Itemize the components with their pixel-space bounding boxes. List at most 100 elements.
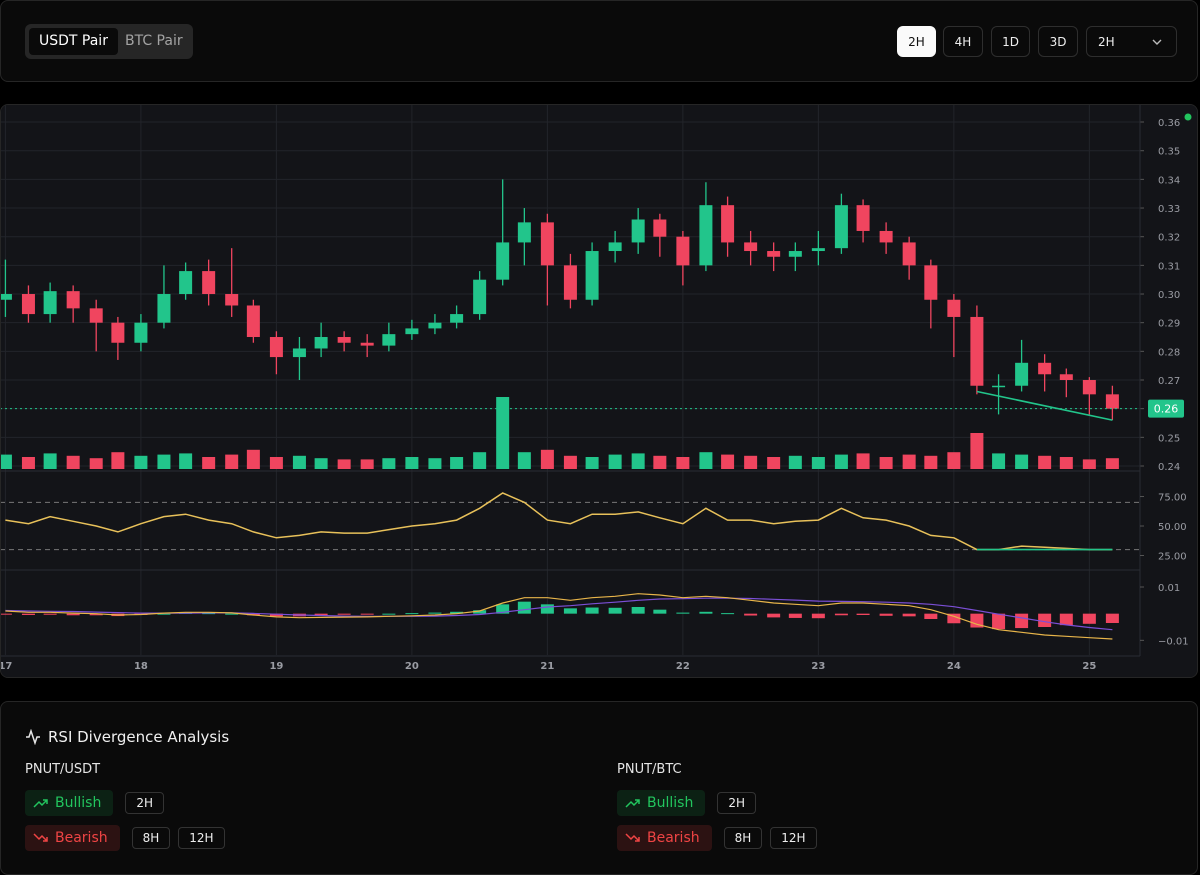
pair-tabs: USDT Pair BTC Pair [25,24,193,59]
candle-body [1082,380,1096,395]
plot-background [1,105,1197,677]
x-tick-label: 25 [1082,661,1096,672]
timeframe-select[interactable]: 2H [1086,26,1177,57]
candle-body [157,294,171,323]
volume-bar [111,452,125,469]
volume-bar [360,459,374,469]
candle-body [992,385,1006,388]
timeframe-button[interactable]: 1D [991,26,1030,57]
timeframe-chip: 8H [723,827,763,849]
volume-bar [947,452,961,469]
bearish-row: Bearish 8H 12H [617,825,817,851]
macd-histogram-bar [879,613,893,616]
candle-body [676,236,690,266]
select-value: 2H [1098,35,1115,49]
y-tick-label: 0.30 [1158,290,1180,301]
macd-histogram-bar [496,604,510,614]
candle-body [585,251,599,300]
analysis-card: RSI Divergence Analysis PNUT/USDT Bullish… [0,701,1198,875]
y-tick-label: 0.35 [1158,147,1180,158]
timeframe-button[interactable]: 3D [1038,26,1078,57]
volume-bar [834,454,848,469]
y-tick-label: 0.24 [1158,462,1180,473]
candle-body [721,205,735,243]
macd-histogram-bar [89,613,103,616]
bullish-badge: Bullish [25,790,114,816]
volume-bar [89,458,103,469]
macd-histogram-bar [473,610,487,614]
trend-down-icon [33,833,48,842]
candle-body [1038,362,1052,375]
bearish-badge: Bearish [617,825,712,851]
volume-bar [767,457,781,469]
pair-name: PNUT/USDT [25,762,101,777]
macd-histogram-bar [202,613,216,615]
macd-histogram-bar [450,611,464,614]
macd-histogram-bar [1059,613,1073,626]
timeframe-chip: 2H [717,792,756,814]
macd-histogram-bar [676,612,690,614]
x-tick-label: 23 [811,661,825,672]
macd-histogram-bar [1082,613,1096,624]
candle-body [337,337,351,343]
candle-body [970,316,984,386]
y-tick-label: 0.32 [1158,233,1180,244]
macd-histogram-bar [540,604,554,614]
timeframe-chip: 12H [770,827,817,849]
macd-histogram-bar [947,613,961,624]
macd-histogram-bar [157,613,171,615]
macd-histogram-bar [382,613,396,615]
candle-body [744,242,758,252]
candle-body [202,271,216,295]
signal-line [5,597,1113,631]
volume-bar [382,458,396,469]
y-tick-label: 0.25 [1158,433,1180,444]
analysis-title: RSI Divergence Analysis [48,728,230,746]
macd-histogram-bar [1,613,12,615]
macd-histogram-bar [744,613,758,616]
macd-histogram-bar [269,613,283,617]
volume-bar [811,457,825,469]
current-price-label: 0.26 [1154,403,1179,416]
y-tick-label: 0.27 [1158,376,1180,387]
macd-histogram-bar [314,613,328,616]
volume-bar [1082,459,1096,469]
pair-tab[interactable]: BTC Pair [125,33,183,49]
volume-bar [540,449,554,469]
candle-body [43,291,57,315]
macd-tick-label: 0.01 [1158,583,1180,594]
trend-up-icon [625,799,640,808]
volume-bar [1,454,12,469]
rsi-tick-label: 75.00 [1158,493,1187,504]
candle-body [405,328,419,335]
candle-body [1059,374,1073,381]
candle-body [382,334,396,346]
divergence-line [976,390,1113,421]
volume-bar [517,452,531,469]
macd-histogram-bar [699,611,713,614]
volume-bar [902,454,916,469]
volume-bar [405,457,419,469]
macd-histogram-bar [360,613,374,615]
x-tick-label: 20 [405,661,419,672]
timeframe-button[interactable]: 4H [943,26,983,57]
chart-card: 17 18 19 20 21 22 23 24 25 0.36 0.35 0.34 0.33 0.32 0.… [0,104,1198,678]
volume-bar [314,458,328,469]
trend-down-icon [625,833,640,842]
macd-histogram-bar [924,613,938,619]
pair-tab[interactable]: USDT Pair [29,28,118,55]
timeframe-button[interactable]: 2H [897,26,936,57]
candle-body [1105,394,1119,409]
x-tick-label: 24 [947,661,961,672]
candle-body [517,222,531,243]
macd-histogram-bar [992,613,1006,630]
volume-bar [879,457,893,469]
bullish-row: Bullish 2H [617,790,756,816]
volume-bar [1059,457,1073,469]
candle-body [179,271,193,295]
timeframe-chip: 8H [131,827,171,849]
volume-bar [337,459,351,469]
candle-body [879,230,893,243]
candle-body [225,294,239,306]
